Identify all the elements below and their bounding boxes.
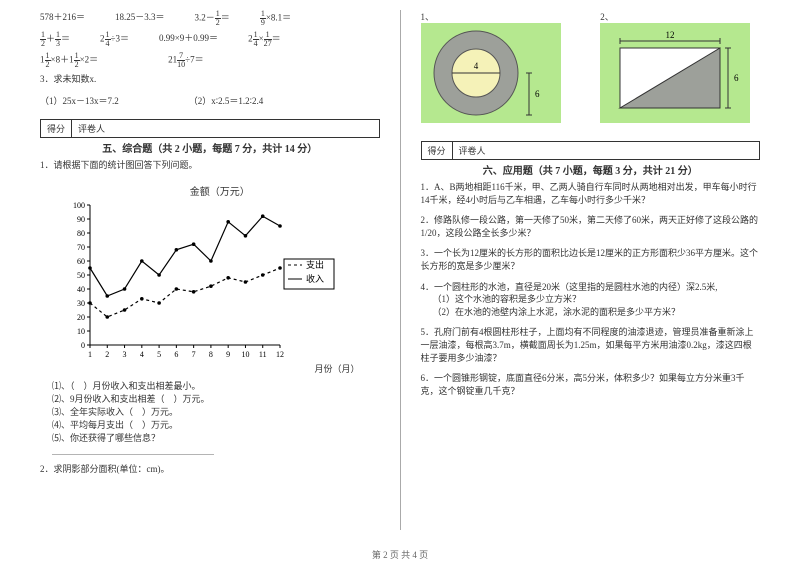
sub-q: ⑸、你还获得了哪些信息？ bbox=[52, 431, 380, 444]
arithmetic-block: 578＋216＝ 18.25－3.3＝ 3.2－12＝ 19×8.1＝ 12＋1… bbox=[40, 10, 380, 111]
score-box: 得分 评卷人 bbox=[40, 119, 380, 138]
math-row: 12＋13＝ 214÷3＝ 0.99×9＋0.99＝ 214×127＝ bbox=[40, 31, 380, 48]
diagram1-svg: 46 bbox=[421, 23, 561, 123]
svg-text:10: 10 bbox=[241, 350, 249, 359]
line-chart: 金额（万元） 010203040506070809010012345678910… bbox=[60, 183, 380, 375]
app-q6: 6．一个圆锥形钢锭，底面直径6分米，高5分米，体积多少？如果每立方分米重3千克，… bbox=[421, 372, 761, 397]
grader-label: 评卷人 bbox=[453, 142, 492, 159]
svg-text:0: 0 bbox=[81, 341, 85, 350]
math-item: 12＋13＝ bbox=[40, 31, 70, 48]
svg-text:6: 6 bbox=[535, 89, 540, 99]
svg-text:11: 11 bbox=[259, 350, 267, 359]
q1-text: 1．请根据下面的统计图回答下列问题。 bbox=[40, 159, 380, 172]
page-footer: 第 2 页 共 4 页 bbox=[0, 548, 800, 561]
sub-questions: ⑴、（ ）月份收入和支出相差最小。 ⑵、9月份收入和支出相差（ ）万元。 ⑶、全… bbox=[40, 379, 380, 457]
diag-label: 1、 bbox=[421, 10, 581, 23]
svg-text:9: 9 bbox=[226, 350, 230, 359]
diagram2-svg: 12 6 bbox=[600, 23, 750, 123]
q3-label: 3．求未知数x. bbox=[40, 73, 380, 86]
svg-text:50: 50 bbox=[77, 271, 85, 280]
math-row: 578＋216＝ 18.25－3.3＝ 3.2－12＝ 19×8.1＝ bbox=[40, 10, 380, 27]
q3-item: （2）x∶2.5＝1.2∶2.4 bbox=[189, 94, 263, 107]
diag-label: 2、 bbox=[600, 10, 760, 23]
math-item: 3.2－12＝ bbox=[195, 10, 230, 27]
q3-items: （1）25x－13x＝7.2 （2）x∶2.5＝1.2∶2.4 bbox=[40, 94, 380, 107]
app-q1: 1．A、B两地相距116千米，甲、乙两人骑自行车同时从两地相对出发，甲车每小时行… bbox=[421, 181, 761, 206]
diagram-2: 2、 12 6 bbox=[600, 10, 760, 125]
app-q4: 4．一个圆柱形的水池，直径是20米（这里指的是圆柱水池的内径）深2.5米, （1… bbox=[421, 281, 761, 319]
chart-svg: 0102030405060708090100123456789101112支出收… bbox=[60, 200, 340, 360]
math-item: 578＋216＝ bbox=[40, 10, 85, 27]
svg-text:12: 12 bbox=[276, 350, 284, 359]
svg-text:20: 20 bbox=[77, 313, 85, 322]
svg-text:12: 12 bbox=[666, 30, 675, 40]
math-item: 0.99×9＋0.99＝ bbox=[159, 31, 218, 48]
sub-q: ⑵、9月份收入和支出相差（ ）万元。 bbox=[52, 392, 380, 405]
app-q2: 2．修路队修一段公路，第一天修了50米，第二天修了60米，两天正好修了这段公路的… bbox=[421, 214, 761, 239]
svg-text:收入: 收入 bbox=[306, 273, 324, 284]
app-q4-sub2: （2）在水池的池壁内涂上水泥，涂水泥的面积是多少平方米？ bbox=[433, 307, 681, 317]
column-divider bbox=[400, 10, 401, 530]
svg-text:90: 90 bbox=[77, 215, 85, 224]
app-q5: 5．孔府门前有4根圆柱形柱子，上面均有不同程度的油漆退迹，管理员准备重新涂上一层… bbox=[421, 326, 761, 364]
svg-text:2: 2 bbox=[105, 350, 109, 359]
svg-text:支出: 支出 bbox=[306, 259, 324, 270]
svg-text:7: 7 bbox=[192, 350, 196, 359]
svg-text:8: 8 bbox=[209, 350, 213, 359]
blank-line: ＿＿＿＿＿＿＿＿＿＿＿＿＿＿＿＿＿＿ bbox=[52, 444, 380, 457]
svg-text:40: 40 bbox=[77, 285, 85, 294]
sub-q: ⑴、（ ）月份收入和支出相差最小。 bbox=[52, 379, 380, 392]
grader-label: 评卷人 bbox=[72, 120, 111, 137]
svg-text:6: 6 bbox=[734, 73, 739, 83]
diagram-1: 1、 46 bbox=[421, 10, 581, 125]
q3-item: （1）25x－13x＝7.2 bbox=[40, 94, 119, 107]
math-row: 112×8＋112×2＝ 21710÷7＝ bbox=[40, 52, 380, 69]
svg-text:1: 1 bbox=[88, 350, 92, 359]
score-label: 得分 bbox=[41, 120, 72, 137]
app-q3: 3．一个长为12厘米的长方形的面积比边长是12厘米的正方形面积少36平方厘米。这… bbox=[421, 247, 761, 272]
diagrams-row: 1、 46 2、 126 bbox=[421, 10, 761, 125]
section5-title: 五、综合题（共 2 小题，每题 7 分，共计 14 分） bbox=[40, 140, 380, 155]
svg-text:60: 60 bbox=[77, 257, 85, 266]
svg-text:10: 10 bbox=[77, 327, 85, 336]
section6-title: 六、应用题（共 7 小题，每题 3 分，共计 21 分） bbox=[421, 162, 761, 177]
q2-text: 2．求阴影部分面积(单位：cm)。 bbox=[40, 463, 380, 476]
chart-title: 金额（万元） bbox=[60, 183, 380, 198]
svg-text:80: 80 bbox=[77, 229, 85, 238]
x-axis-label: 月份（月） bbox=[60, 362, 380, 375]
svg-text:100: 100 bbox=[73, 201, 85, 210]
math-item: 18.25－3.3＝ bbox=[115, 10, 165, 27]
page-container: 578＋216＝ 18.25－3.3＝ 3.2－12＝ 19×8.1＝ 12＋1… bbox=[40, 10, 760, 530]
svg-text:5: 5 bbox=[157, 350, 161, 359]
app-q4-sub1: （1）这个水池的容积是多少立方米？ bbox=[433, 294, 582, 304]
math-item: 112×8＋112×2＝ bbox=[40, 52, 98, 69]
math-item: 21710÷7＝ bbox=[168, 52, 203, 69]
app-q4-main: 4．一个圆柱形的水池，直径是20米（这里指的是圆柱水池的内径）深2.5米, bbox=[421, 282, 718, 292]
svg-text:6: 6 bbox=[174, 350, 178, 359]
math-item: 214÷3＝ bbox=[100, 31, 129, 48]
svg-text:4: 4 bbox=[140, 350, 144, 359]
score-box: 得分 评卷人 bbox=[421, 141, 761, 160]
sub-q: ⑷、平均每月支出（ ）万元。 bbox=[52, 418, 380, 431]
svg-text:3: 3 bbox=[123, 350, 127, 359]
score-label: 得分 bbox=[422, 142, 453, 159]
math-item: 214×127＝ bbox=[248, 31, 281, 48]
svg-text:70: 70 bbox=[77, 243, 85, 252]
svg-text:4: 4 bbox=[473, 61, 478, 71]
svg-text:30: 30 bbox=[77, 299, 85, 308]
math-item: 19×8.1＝ bbox=[260, 10, 291, 27]
sub-q: ⑶、全年实际收入（ ）万元。 bbox=[52, 405, 380, 418]
left-column: 578＋216＝ 18.25－3.3＝ 3.2－12＝ 19×8.1＝ 12＋1… bbox=[40, 10, 380, 530]
right-column: 1、 46 2、 126 得分 评卷人 六、应用题（共 7 小题，每题 3 分，… bbox=[421, 10, 761, 530]
